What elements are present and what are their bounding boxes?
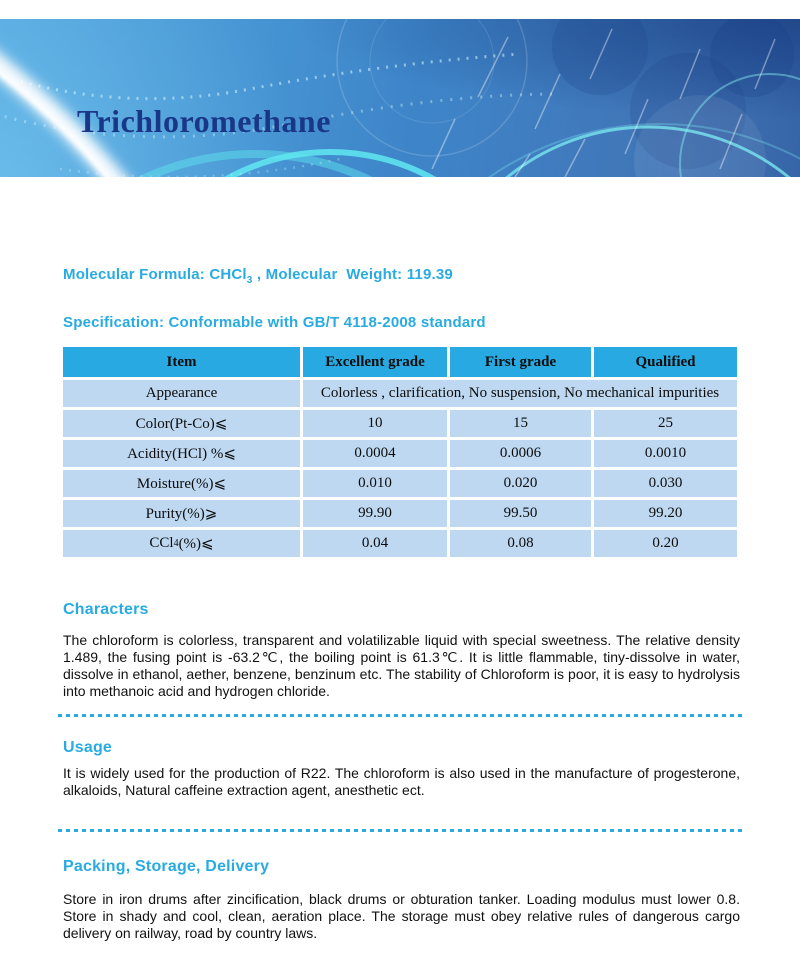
molecular-formula-line: Molecular Formula: CHCl3 , Molecular Wei… xyxy=(63,266,453,286)
dashed-separator xyxy=(58,829,742,832)
molecular-formula-subscript: 3 xyxy=(246,275,253,286)
table-header-first-grade: First grade xyxy=(450,347,591,377)
table-header-qualified: Qualified xyxy=(594,347,737,377)
spec-table: Item Excellent grade First grade Qualifi… xyxy=(63,347,737,557)
usage-paragraph: It is widely used for the production of … xyxy=(63,765,740,798)
characters-paragraph: The chloroform is colorless, transparent… xyxy=(63,632,740,699)
table-header-excellent-grade: Excellent grade xyxy=(303,347,447,377)
packing-heading: Packing, Storage, Delivery xyxy=(63,858,270,875)
table-row-ccl4-excellent: 0.04 xyxy=(303,530,447,557)
table-row-purity-excellent: 99.90 xyxy=(303,500,447,527)
table-row-ccl4-first: 0.08 xyxy=(450,530,591,557)
table-row-ccl4-qualified: 0.20 xyxy=(594,530,737,557)
table-row-appearance-item: Appearance xyxy=(63,380,300,407)
banner-art-icon xyxy=(0,19,800,177)
table-header-item: Item xyxy=(63,347,300,377)
table-row-appearance-value: Colorless , clarification, No suspension… xyxy=(303,380,737,407)
table-row-ccl4-item: CCl 4 (%)⩽ xyxy=(63,530,300,557)
table-row-moisture-item: Moisture(%)⩽ xyxy=(63,470,300,497)
table-row-acidity-qualified: 0.0010 xyxy=(594,440,737,467)
page-title: Trichloromethane xyxy=(77,103,331,139)
table-row-color-qualified: 25 xyxy=(594,410,737,437)
ccl4-label-rest: (%)⩽ xyxy=(178,536,214,552)
table-row-color-item: Color(Pt-Co)⩽ xyxy=(63,410,300,437)
table-row-moisture-first: 0.020 xyxy=(450,470,591,497)
header-banner: Trichloromethane xyxy=(0,19,800,177)
table-row-acidity-excellent: 0.0004 xyxy=(303,440,447,467)
table-row-purity-item: Purity(%)⩾ xyxy=(63,500,300,527)
dashed-separator xyxy=(58,714,742,717)
table-row-color-first: 15 xyxy=(450,410,591,437)
table-row-purity-first: 99.50 xyxy=(450,500,591,527)
characters-heading: Characters xyxy=(63,601,149,618)
ccl4-label-subscript: 4 xyxy=(173,538,179,549)
table-row-color-excellent: 10 xyxy=(303,410,447,437)
table-row-acidity-first: 0.0006 xyxy=(450,440,591,467)
ccl4-label-prefix: CCl xyxy=(149,535,174,551)
table-row-moisture-excellent: 0.010 xyxy=(303,470,447,497)
packing-paragraph: Store in iron drums after zincification,… xyxy=(63,891,740,941)
table-row-acidity-item: Acidity(HCl) %⩽ xyxy=(63,440,300,467)
molecular-weight-text: , Molecular Weight: 119.39 xyxy=(252,266,453,283)
usage-heading: Usage xyxy=(63,739,113,756)
specification-line: Specification: Conformable with GB/T 411… xyxy=(63,314,486,331)
molecular-formula-text: Molecular Formula: CHCl xyxy=(63,266,247,283)
table-row-purity-qualified: 99.20 xyxy=(594,500,737,527)
table-row-moisture-qualified: 0.030 xyxy=(594,470,737,497)
